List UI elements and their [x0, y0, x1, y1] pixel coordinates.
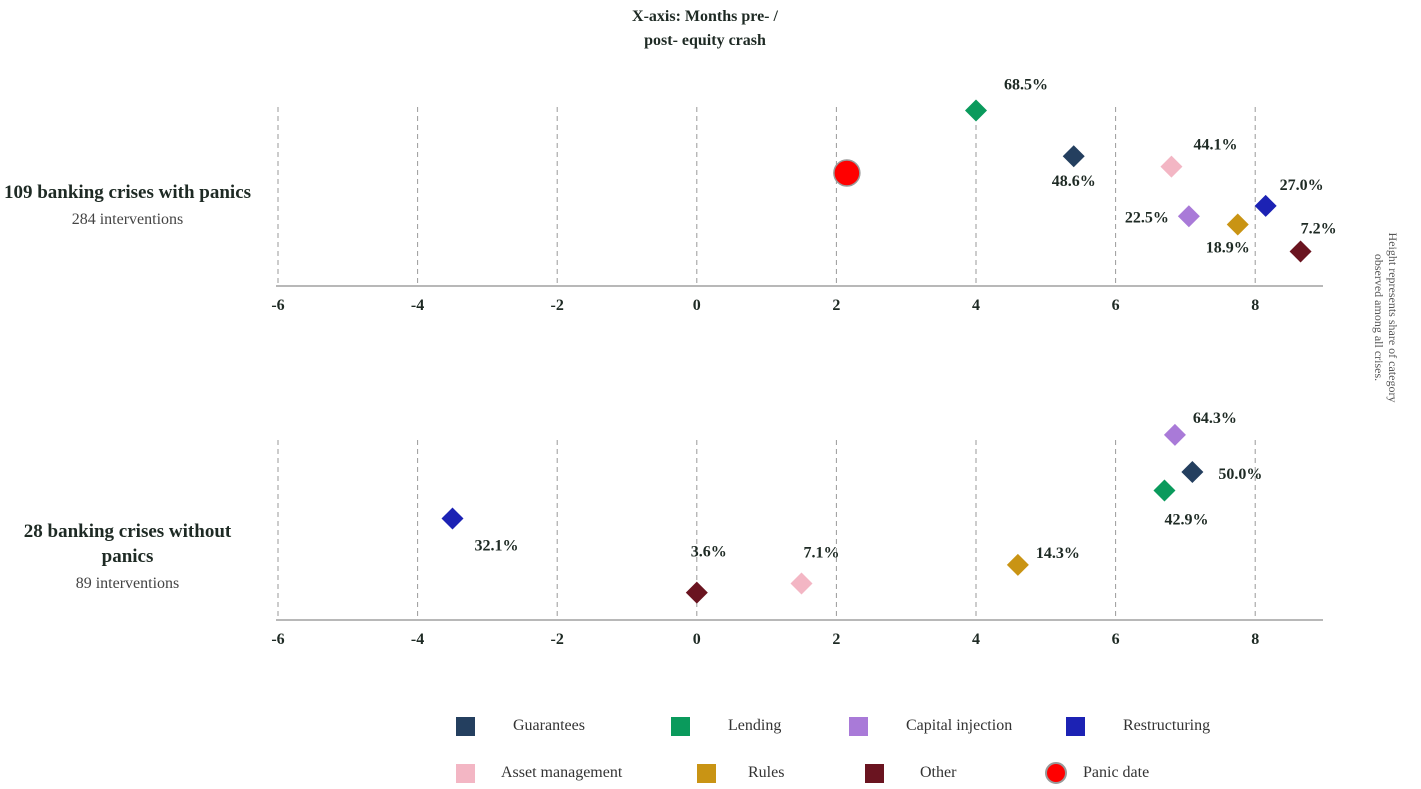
chart-title-line-2: post- equity crash — [644, 32, 766, 49]
point-no-panics-restructuring — [441, 507, 464, 530]
x-tick-label-no-panics: -4 — [411, 631, 424, 648]
point-no-panics-lending — [1153, 479, 1176, 502]
legend-item-restructuring: Restructuring — [1066, 714, 1210, 738]
x-tick-label-panics: 4 — [972, 297, 980, 314]
legend-swatch-rules — [697, 763, 716, 783]
legend-item-guarantees: Guarantees — [456, 714, 585, 738]
panel-title-panics: 109 banking crises with panics — [3, 182, 252, 203]
legend-label-guarantees: Guarantees — [513, 717, 585, 734]
x-tick-label-no-panics: -2 — [551, 631, 564, 648]
point-no-panics-other — [685, 581, 708, 604]
data-label-no-panics-restructuring: 32.1% — [475, 538, 519, 555]
legend-label-capital-injection: Capital injection — [906, 717, 1013, 734]
data-label-panics-restructuring: 27.0% — [1280, 177, 1324, 194]
data-label-panics-lending: 68.5% — [1004, 76, 1048, 93]
point-panics-capital-injection — [1177, 205, 1200, 228]
point-panics-other — [1289, 240, 1312, 263]
x-tick-label-no-panics: 6 — [1112, 631, 1120, 648]
x-tick-label-no-panics: 8 — [1251, 631, 1259, 648]
data-label-no-panics-lending: 42.9% — [1164, 511, 1208, 528]
legend-item-asset-management: Asset management — [456, 761, 622, 785]
legend-item-lending: Lending — [671, 714, 781, 738]
legend-item-rules: Rules — [697, 761, 784, 785]
panel-label-no-panics: 28 banking crises without panics 89 inte… — [0, 519, 255, 595]
x-tick-label-panics: 6 — [1112, 297, 1120, 314]
chart-title-line-1: X-axis: Months pre- / — [632, 8, 778, 25]
legend-swatch-asset-management — [456, 763, 475, 783]
x-tick-label-no-panics: 2 — [832, 631, 840, 648]
data-label-panics-other: 7.2% — [1301, 220, 1337, 237]
data-label-panics-asset-management: 44.1% — [1193, 137, 1237, 154]
legend-label-panic-date: Panic date — [1083, 764, 1150, 781]
x-tick-label-no-panics: 0 — [693, 631, 701, 648]
panel-title-no-panics: 28 banking crises without panics — [23, 521, 232, 567]
x-tick-label-no-panics: 4 — [972, 631, 980, 648]
x-tick-label-panics: 2 — [832, 297, 840, 314]
x-tick-label-panics: -2 — [551, 297, 564, 314]
point-no-panics-rules — [1006, 553, 1029, 576]
point-no-panics-asset-management — [790, 572, 813, 595]
x-tick-label-no-panics: -6 — [271, 631, 284, 648]
legend-item-capital-injection: Capital injection — [849, 714, 1012, 738]
legend-swatch-capital-injection — [849, 716, 868, 736]
data-label-panics-rules: 18.9% — [1206, 240, 1250, 257]
legend-swatch-panic-date — [1045, 762, 1067, 784]
panel-subtitle-no-panics: 89 interventions — [75, 575, 180, 592]
point-panics-rules — [1226, 213, 1249, 236]
data-label-no-panics-other: 3.6% — [691, 544, 727, 561]
chart-title: X-axis: Months pre- / post- equity crash — [560, 5, 850, 53]
point-no-panics-guarantees — [1181, 461, 1204, 483]
legend-swatch-restructuring — [1066, 716, 1085, 736]
point-panics-asset-management — [1160, 155, 1183, 178]
panic-date-marker — [833, 159, 861, 187]
x-tick-label-panics: -6 — [271, 297, 284, 314]
point-panics-guarantees — [1062, 145, 1085, 168]
data-label-no-panics-asset-management: 7.1% — [804, 545, 840, 562]
data-label-panics-capital-injection: 22.5% — [1125, 209, 1169, 226]
x-tick-label-panics: -4 — [411, 297, 424, 314]
legend-item-other: Other — [865, 761, 956, 785]
legend-label-restructuring: Restructuring — [1123, 717, 1211, 734]
legend-item-panic-date: Panic date — [1045, 761, 1149, 785]
x-tick-label-panics: 8 — [1251, 297, 1259, 314]
legend-label-asset-management: Asset management — [501, 764, 623, 781]
panel-subtitle-panics: 284 interventions — [71, 211, 184, 228]
legend-swatch-other — [865, 763, 884, 783]
data-label-no-panics-capital-injection: 64.3% — [1193, 410, 1237, 427]
legend-swatch-guarantees — [456, 716, 475, 736]
legend-label-other: Other — [920, 764, 957, 781]
data-label-panics-guarantees: 48.6% — [1052, 173, 1096, 190]
legend-label-lending: Lending — [728, 717, 782, 734]
x-tick-label-panics: 0 — [693, 297, 701, 314]
data-label-no-panics-guarantees: 50.0% — [1218, 466, 1262, 483]
point-panics-lending — [965, 99, 987, 122]
point-no-panics-capital-injection — [1163, 423, 1186, 446]
data-label-no-panics-rules: 14.3% — [1036, 545, 1080, 562]
panel-label-panics: 109 banking crises with panics 284 inter… — [0, 180, 255, 231]
legend-swatch-lending — [671, 716, 690, 736]
legend-label-rules: Rules — [748, 764, 785, 781]
point-panics-restructuring — [1254, 194, 1277, 217]
